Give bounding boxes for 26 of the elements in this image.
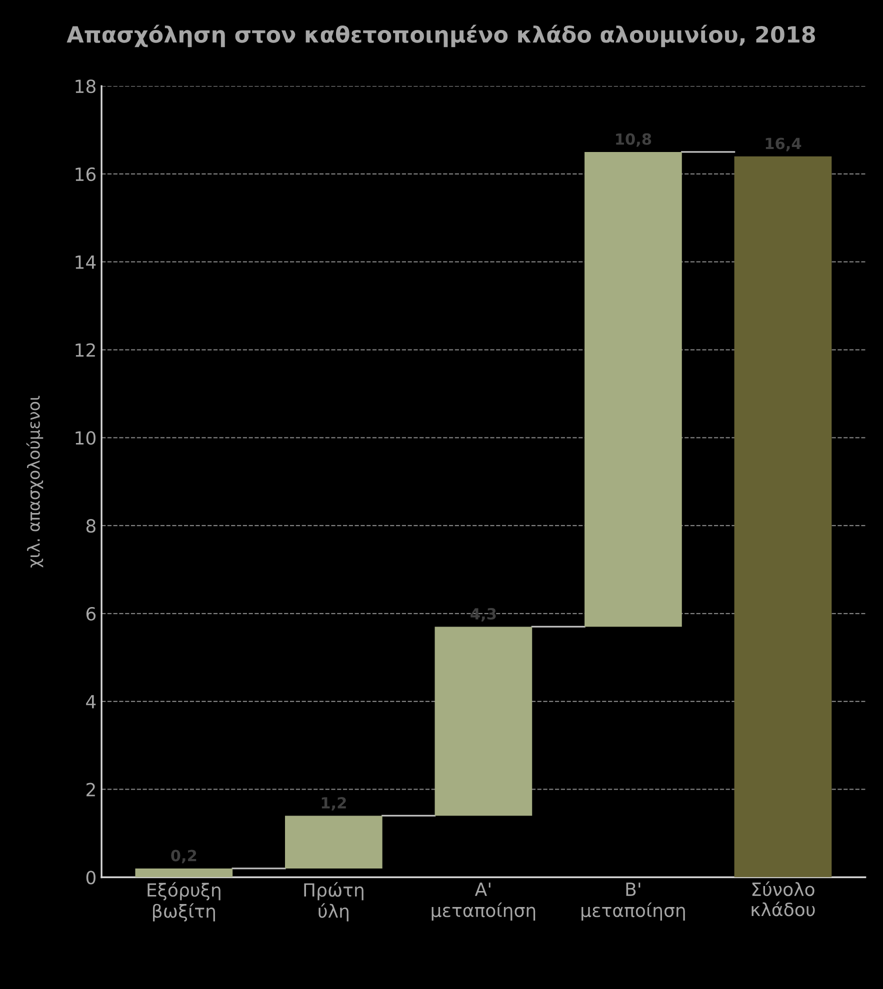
y-tick-label: 16 (76, 167, 96, 182)
chart-title: Απασχόληση στον καθετοποιημένο κλάδο αλουμινίου, 2018 (66, 24, 815, 48)
y-axis-title: χιλ. απασχολούμενοι (26, 396, 44, 568)
x-tick-label: Α' μεταποίηση (432, 882, 536, 921)
data-label: 0,2 (171, 850, 196, 864)
x-tick-label: Σύνολο κλάδου (752, 881, 815, 916)
bar (584, 152, 682, 627)
data-label: 10,8 (616, 133, 652, 147)
data-label: 1,2 (322, 797, 346, 811)
bar (434, 626, 532, 816)
y-tick-label: 2 (86, 782, 95, 796)
y-tick-label: 8 (86, 519, 96, 533)
y-tick-label: 0 (86, 870, 96, 884)
x-tick-label: Εξόρυξη βωξίτη (148, 882, 220, 922)
y-tick-label: 10 (76, 431, 96, 445)
y-tick-label: 6 (86, 606, 96, 621)
y-tick-label: 18 (76, 80, 96, 94)
y-tick-label: 14 (76, 256, 96, 269)
y-tick-label: 12 (76, 343, 95, 357)
bar (135, 868, 233, 878)
x-tick-label: Πρώτη ύλη (304, 882, 364, 922)
y-tick-label: 4 (86, 695, 96, 708)
bar (734, 156, 832, 878)
data-label: 16,4 (766, 138, 802, 152)
bar (285, 816, 382, 868)
x-tick-label: Β' μεταποίηση (582, 882, 685, 921)
